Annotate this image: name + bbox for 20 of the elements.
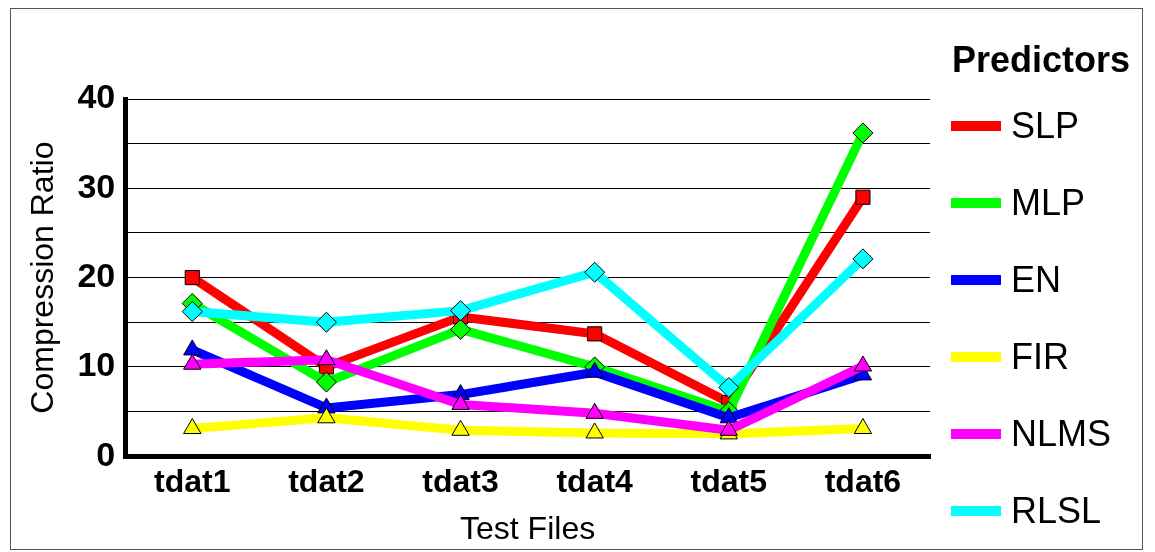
legend-label: SLP (1011, 104, 1080, 146)
y-tick-label: 20 (77, 255, 116, 294)
legend-label: RLSL (1011, 489, 1102, 531)
legend-label: FIR (1011, 335, 1069, 377)
legend-label: NLMS (1011, 412, 1112, 454)
x-tick-label: tdat2 (288, 463, 365, 500)
y-axis-title: Compression Ratio (24, 141, 61, 414)
y-tick-label: 10 (77, 345, 116, 384)
y-tick-label: 40 (77, 77, 116, 116)
legend-title: Predictors (950, 39, 1132, 81)
legend-label: MLP (1011, 181, 1086, 223)
x-axis-title: Test Files (460, 509, 596, 546)
x-tick-label: tdat1 (154, 463, 231, 500)
y-tick-label: 0 (96, 434, 116, 473)
x-tick-label: tdat4 (556, 463, 634, 500)
x-tick-label: tdat3 (422, 463, 499, 500)
x-tick-label: tdat5 (690, 463, 768, 500)
y-tick-label: 30 (77, 166, 116, 205)
legend-label: EN (1011, 258, 1062, 300)
x-tick-label: tdat6 (824, 463, 902, 500)
